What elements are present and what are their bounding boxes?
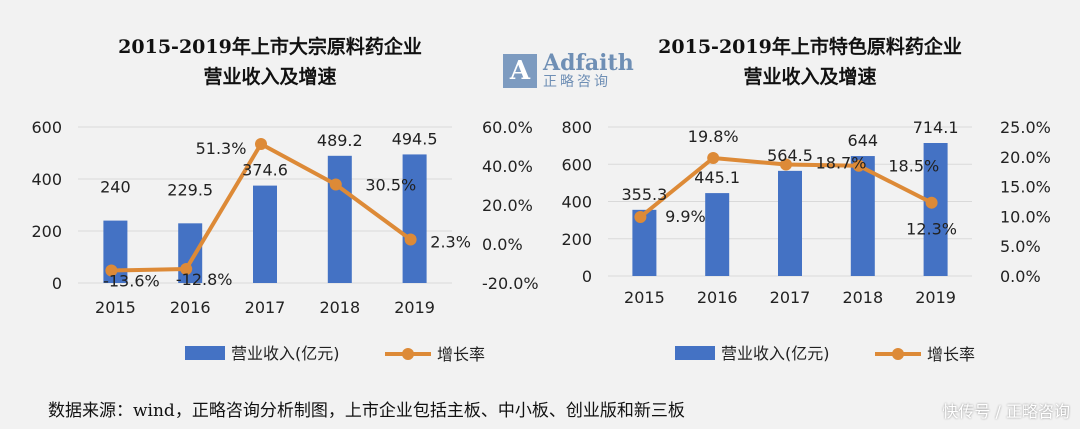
line-data-label: 9.9% <box>665 207 706 226</box>
growth-point-2015 <box>105 264 118 277</box>
right-axis-tick: 20.0% <box>1000 148 1051 167</box>
legend-bar-swatch <box>185 346 225 360</box>
chart-title-specialty: 2015-2019年上市特色原料药企业 营业收入及增速 <box>600 32 1020 92</box>
right-axis-tick: 25.0% <box>1000 118 1051 137</box>
left-axis-tick: 400 <box>31 170 62 189</box>
growth-point-2016 <box>707 151 720 164</box>
x-axis-tick: 2017 <box>245 298 286 317</box>
source-note: 数据来源：wind，正略咨询分析制图，上市企业包括主板、中小板、创业版和新三板 <box>48 401 685 421</box>
logo-chinese: 正略咨询 <box>543 74 611 90</box>
line-data-label: 18.7% <box>816 154 867 173</box>
line-data-label: -13.6% <box>103 272 160 291</box>
growth-point-2018 <box>852 159 865 172</box>
legend-line-label: 增长率 <box>927 345 975 364</box>
bar-2016 <box>705 193 730 276</box>
bar-data-label: 374.6 <box>242 161 288 180</box>
line-data-label: 12.3% <box>906 220 957 239</box>
right-axis-tick: 0.0% <box>482 235 523 254</box>
watermark: 快传号 / 正略咨询 <box>942 402 1070 421</box>
left-axis-tick: 800 <box>561 118 592 137</box>
x-axis-tick: 2016 <box>697 288 738 307</box>
title-line-2: 营业收入及增速 <box>743 66 877 88</box>
right-axis-tick: -20.0% <box>482 274 539 293</box>
left-axis-tick: 0 <box>582 267 592 286</box>
bar-data-label: 229.5 <box>167 180 213 199</box>
x-axis-tick: 2017 <box>770 288 811 307</box>
legend-bar-swatch <box>675 346 715 360</box>
bar-data-label: 489.2 <box>317 131 363 150</box>
left-axis-tick: 600 <box>31 118 62 137</box>
right-axis-tick: 60.0% <box>482 118 533 137</box>
line-data-label: -12.8% <box>176 270 233 289</box>
legend-bar-label: 营业收入(亿元) <box>721 344 830 363</box>
title-line-1: 2015-2019年上市特色原料药企业 <box>658 36 962 58</box>
logo-mark-icon: A <box>503 54 537 88</box>
bar-2019 <box>923 142 948 276</box>
left-axis-tick: 400 <box>561 193 592 212</box>
logo-english: Adfaith <box>543 50 634 76</box>
adfaith-logo: A Adfaith 正略咨询 <box>503 52 634 90</box>
bar-2018 <box>327 155 352 283</box>
left-axis-tick: 200 <box>31 222 62 241</box>
legend-line-marker <box>892 348 904 360</box>
x-axis-tick: 2015 <box>624 288 665 307</box>
bar-data-label: 714.1 <box>913 118 959 137</box>
line-data-label: 19.8% <box>688 127 739 146</box>
chart-title-bulk: 2015-2019年上市大宗原料药企业 营业收入及增速 <box>60 32 480 92</box>
x-axis-tick: 2015 <box>95 298 136 317</box>
title-line-1: 2015-2019年上市大宗原料药企业 <box>118 36 422 58</box>
growth-point-2019 <box>404 233 417 246</box>
right-axis-tick: 0.0% <box>1000 267 1041 286</box>
bar-2017 <box>253 185 277 283</box>
x-axis-tick: 2019 <box>915 288 956 307</box>
x-axis-tick: 2019 <box>394 298 435 317</box>
growth-point-2017 <box>255 137 267 150</box>
right-axis-tick: 5.0% <box>1000 237 1041 256</box>
right-axis-tick: 40.0% <box>482 157 533 176</box>
bar-2018 <box>850 156 875 276</box>
bar-data-label: 564.5 <box>767 146 813 165</box>
right-axis-tick: 20.0% <box>482 196 533 215</box>
left-axis-tick: 200 <box>561 230 592 249</box>
line-data-label: 51.3% <box>196 139 247 158</box>
bar-data-label: 494.5 <box>392 129 438 148</box>
growth-point-2016 <box>180 262 193 275</box>
bar-data-label: 240 <box>100 178 131 197</box>
legend-bar-label: 营业收入(亿元) <box>231 344 340 363</box>
x-axis-tick: 2016 <box>170 298 211 317</box>
legend-line-marker <box>402 348 414 360</box>
line-data-label: 18.5% <box>888 157 939 176</box>
x-axis-tick: 2018 <box>842 288 883 307</box>
bar-data-label: 445.1 <box>694 168 740 187</box>
line-data-label: 2.3% <box>430 233 471 252</box>
left-axis-tick: 600 <box>561 155 592 174</box>
growth-point-2015 <box>634 210 647 223</box>
bar-data-label: 644 <box>848 131 879 150</box>
left-axis-tick: 0 <box>52 274 62 293</box>
right-axis-tick: 10.0% <box>1000 207 1051 226</box>
bar-2019 <box>402 154 427 283</box>
growth-point-2017 <box>780 158 792 171</box>
line-data-label: 30.5% <box>365 176 416 195</box>
growth-point-2018 <box>329 178 342 191</box>
right-axis-tick: 15.0% <box>1000 178 1051 197</box>
title-line-2: 营业收入及增速 <box>203 66 337 88</box>
growth-point-2019 <box>925 196 938 209</box>
legend-line-label: 增长率 <box>437 345 485 364</box>
bar-data-label: 355.3 <box>621 185 667 204</box>
bar-2017 <box>778 170 802 276</box>
x-axis-tick: 2018 <box>319 298 360 317</box>
